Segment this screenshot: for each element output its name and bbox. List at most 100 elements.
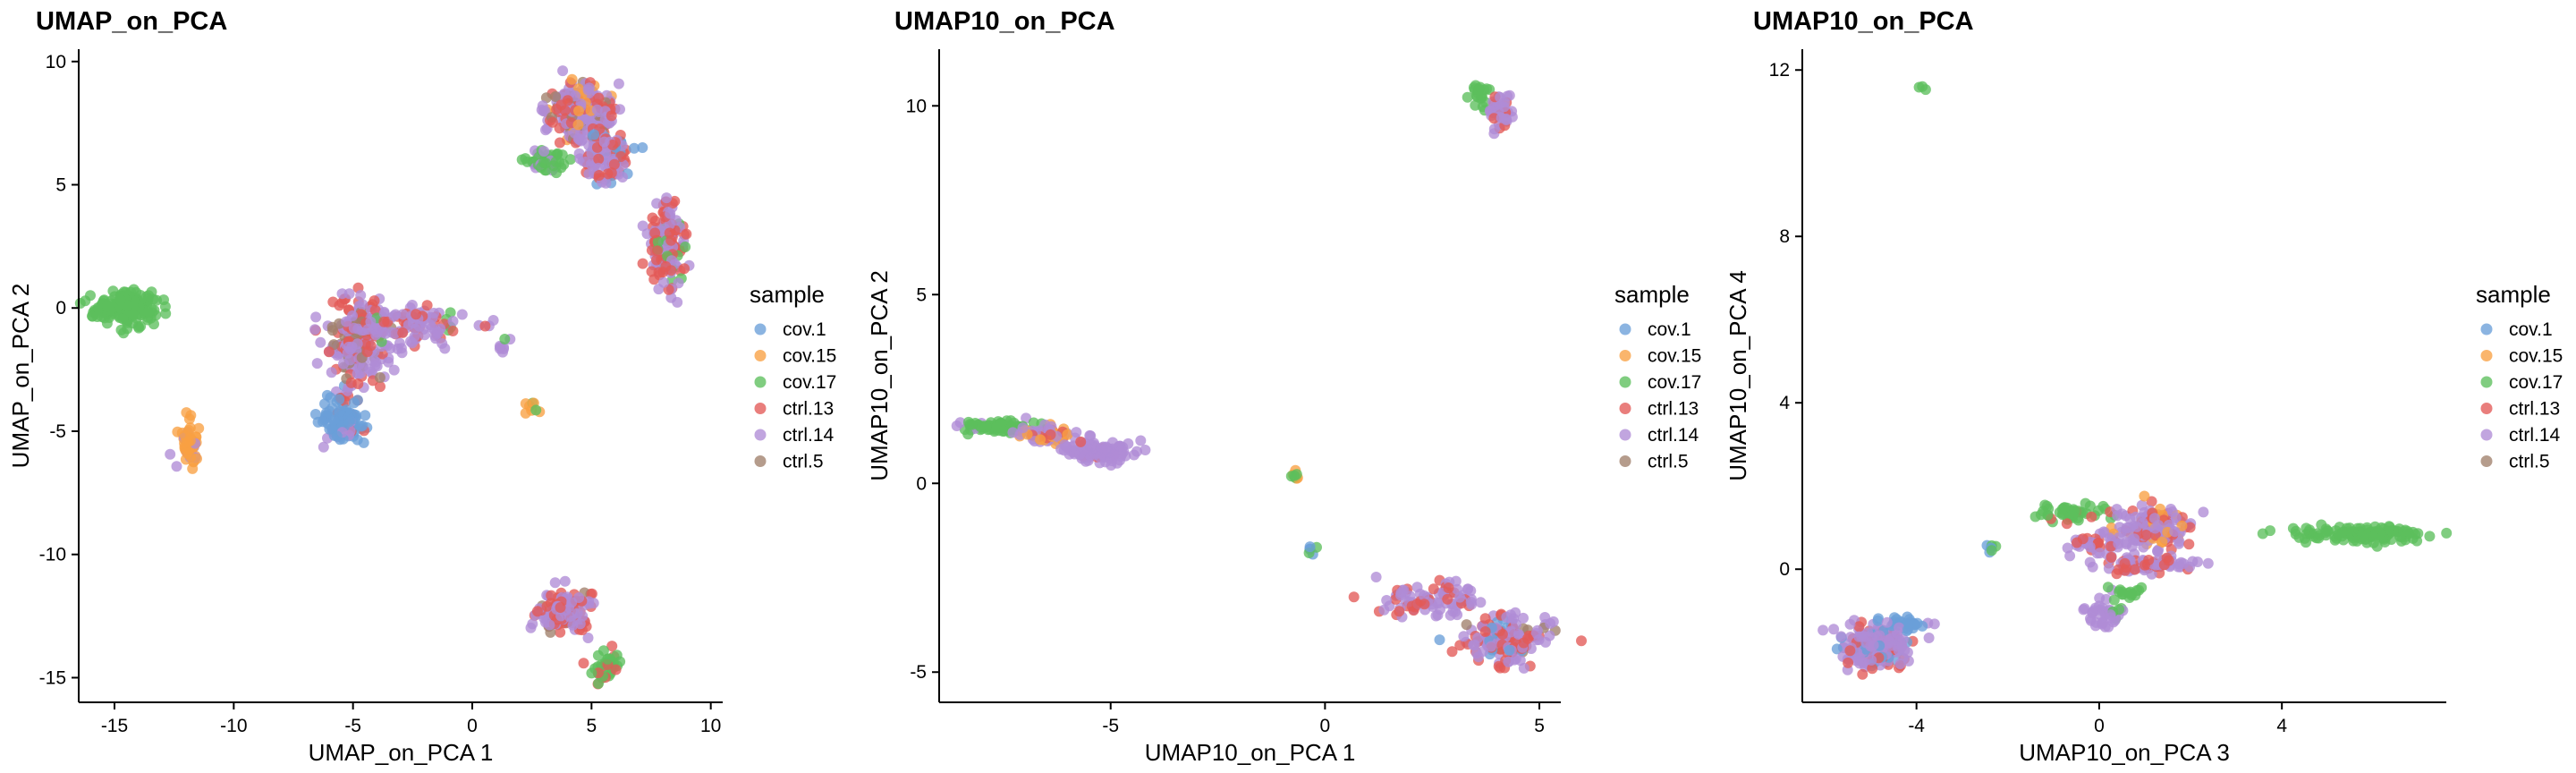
y-tick-label: 5 <box>916 285 927 305</box>
legend-key <box>1619 455 1631 467</box>
point <box>394 337 405 349</box>
x-tick-label: -5 <box>1102 716 1119 736</box>
point <box>544 619 555 631</box>
point <box>606 641 618 652</box>
legend-key <box>1619 323 1631 336</box>
point <box>951 420 962 431</box>
point <box>380 327 392 339</box>
point <box>962 429 974 440</box>
cluster <box>2062 526 2140 562</box>
point <box>309 324 320 336</box>
point <box>2153 520 2165 531</box>
point <box>101 301 113 312</box>
legend-key <box>1619 350 1631 361</box>
point <box>574 618 586 630</box>
cluster <box>1913 81 1931 96</box>
point <box>1484 84 1496 96</box>
point <box>589 129 600 140</box>
point <box>1419 590 1430 601</box>
point <box>2173 561 2184 573</box>
point <box>1461 619 1472 631</box>
y-tick-label: -5 <box>910 662 927 683</box>
point <box>2072 514 2084 526</box>
point <box>2163 555 2174 566</box>
point <box>341 316 352 327</box>
x-tick-label: -5 <box>344 716 361 736</box>
point <box>1486 641 1496 652</box>
point <box>1378 604 1390 616</box>
legend-key <box>1619 403 1631 414</box>
point <box>578 658 589 669</box>
y-tick-label: -15 <box>39 667 66 688</box>
point <box>328 414 340 426</box>
point <box>181 407 192 419</box>
point <box>555 602 566 613</box>
point <box>343 416 355 428</box>
point <box>1923 633 1935 643</box>
point <box>637 142 648 153</box>
y-tick-label: 5 <box>55 175 66 196</box>
x-axis-label: UMAP10_on_PCA 3 <box>2019 739 2230 766</box>
point <box>2097 617 2108 629</box>
point <box>364 363 376 375</box>
point <box>361 346 373 358</box>
point <box>479 320 491 332</box>
point <box>397 309 409 320</box>
point <box>2424 531 2436 542</box>
point <box>555 99 567 111</box>
point <box>552 148 564 159</box>
point <box>345 377 357 388</box>
point <box>613 78 624 89</box>
point <box>1522 633 1533 644</box>
cluster <box>1484 89 1518 140</box>
point <box>550 91 562 102</box>
point <box>647 212 658 224</box>
y-tick-label: 12 <box>1769 60 1790 81</box>
point <box>193 422 205 434</box>
point <box>447 316 459 327</box>
point <box>660 260 672 272</box>
point <box>182 436 194 447</box>
point <box>2183 539 2195 550</box>
x-tick-label: -15 <box>101 716 128 736</box>
point <box>681 228 692 240</box>
point <box>317 416 328 428</box>
point <box>357 299 369 310</box>
point <box>651 254 662 266</box>
point <box>557 65 569 77</box>
point <box>1062 429 1073 440</box>
point <box>378 316 390 327</box>
y-tick-label: 0 <box>55 298 66 319</box>
point <box>397 327 409 338</box>
cluster <box>1818 614 1935 680</box>
legend: sample cov.1 cov.15 cov.17 ctrl.13 ctrl.14 ctr… <box>2476 281 2563 472</box>
point <box>1539 612 1551 623</box>
point <box>1504 644 1515 656</box>
point <box>614 656 626 667</box>
point <box>1498 101 1510 113</box>
point <box>610 664 622 675</box>
point <box>2072 537 2082 548</box>
point <box>2384 521 2395 532</box>
point <box>1370 572 1382 582</box>
cluster <box>516 145 576 179</box>
point <box>343 288 355 300</box>
point <box>1465 585 1477 597</box>
point <box>1454 591 1466 603</box>
point <box>358 437 369 448</box>
point <box>1899 645 1911 656</box>
x-axis-label: UMAP_on_PCA 1 <box>309 739 494 766</box>
point <box>2139 490 2150 502</box>
point <box>598 136 610 148</box>
point <box>2131 585 2143 596</box>
point <box>1835 631 1847 642</box>
point <box>1035 434 1046 446</box>
point <box>540 92 552 104</box>
point <box>1140 445 1151 455</box>
x-tick-label: 4 <box>2276 716 2287 736</box>
legend-label: cov.17 <box>2509 372 2563 393</box>
point <box>2139 559 2150 571</box>
legend-key <box>2480 403 2493 414</box>
legend-key <box>1619 376 1631 388</box>
point <box>1458 631 1470 642</box>
